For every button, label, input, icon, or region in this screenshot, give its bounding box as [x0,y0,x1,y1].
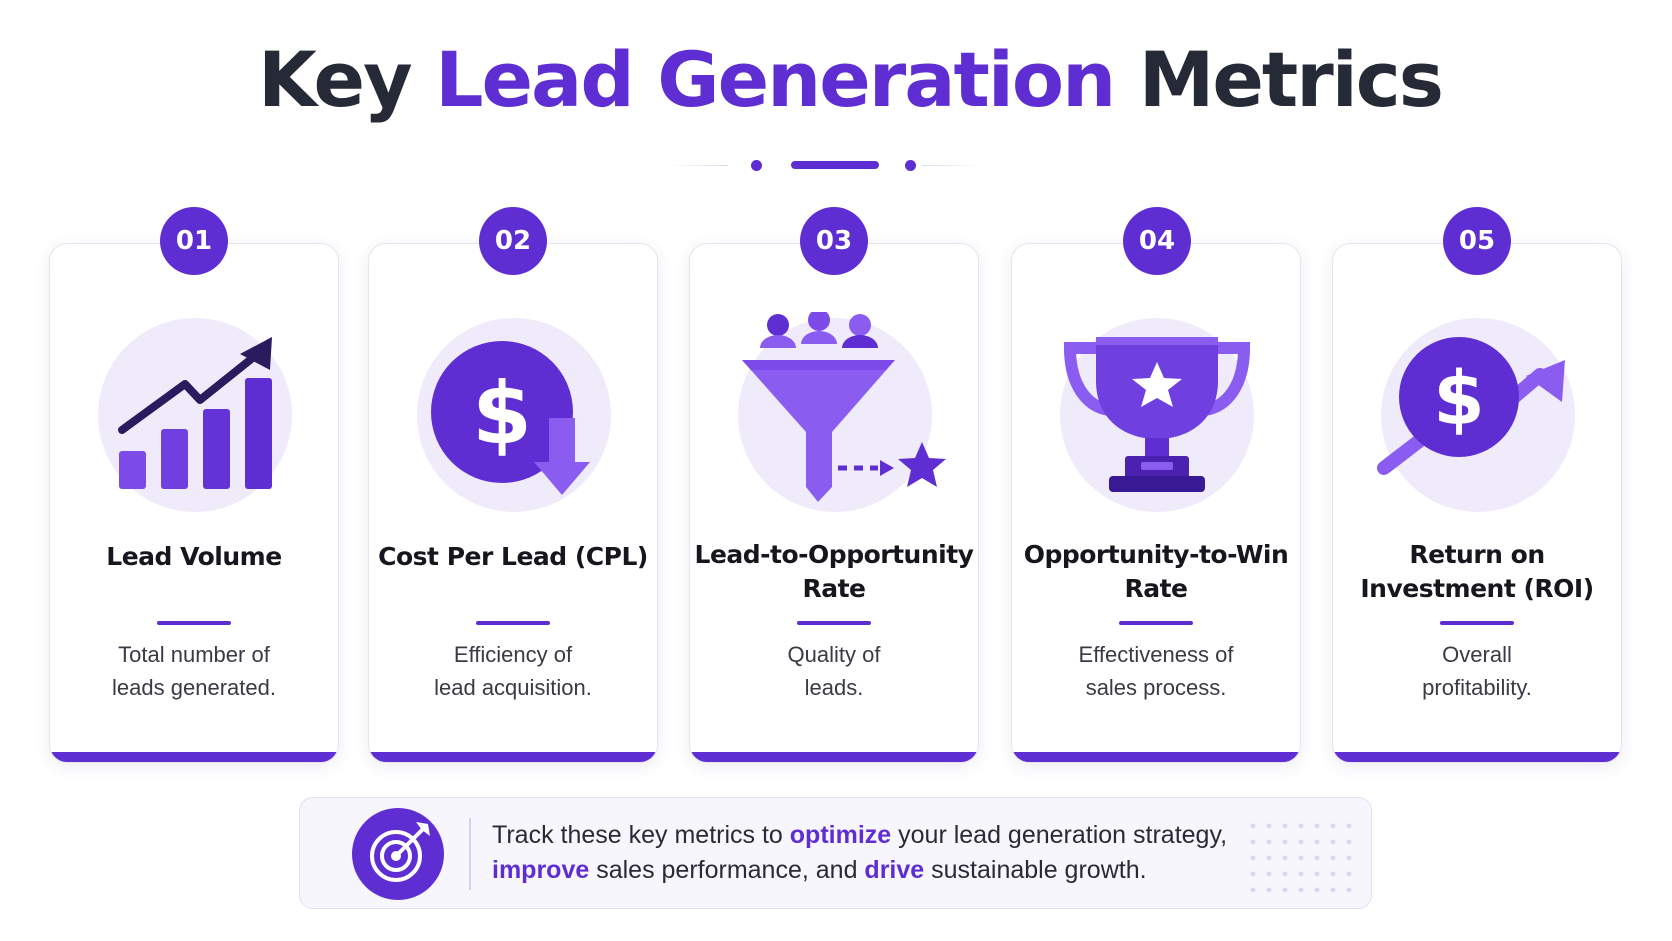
decorative-dot-grid [1250,823,1352,892]
card-footer-bar [50,752,338,762]
title-part-3: Metrics [1114,35,1444,124]
banner-message: Track these key metrics to optimize your… [492,821,1228,884]
metric-description: Quality of leads. [787,642,881,700]
page-title: Key Lead Generation Metrics [0,42,1672,118]
metric-card-lead-to-opportunity: Lead-to-Opportunity Rate Quality of leads. [689,243,979,763]
metric-title: Opportunity-to-Win Rate [1023,540,1289,603]
metric-title: Lead-to-Opportunity Rate [694,540,974,603]
title-highlight: Lead Generation [435,35,1116,124]
metric-title: Lead Volume [106,542,282,571]
card-footer-bar [690,752,978,762]
metric-title: Cost Per Lead (CPL) [378,542,648,571]
metric-number-badge: 03 [800,207,868,275]
metric-number-badge: 02 [479,207,547,275]
dollar-up-trend-icon: $ [1333,312,1621,512]
metric-card-roi: $ Return on Investment (ROI) Overall profi… [1332,243,1622,763]
banner-separator [469,818,471,890]
metric-card-cost-per-lead: $ Cost Per Lead (CPL) Efficiency of lead … [368,243,658,763]
metric-number-badge: 04 [1123,207,1191,275]
card-footer-bar [1012,752,1300,762]
title-underline [476,621,550,625]
title-part-1: Key [257,35,436,124]
svg-text:$: $ [472,364,532,464]
funnel-people-star-icon [690,312,978,512]
title-underline [797,621,871,625]
metric-description: Overall profitability. [1422,642,1532,700]
growth-bar-chart-icon [50,312,338,512]
trophy-star-icon [1012,312,1300,512]
title-divider [0,157,1672,171]
title-underline [1440,621,1514,625]
title-underline [157,621,231,625]
metric-description: Total number of leads generated. [112,642,276,700]
dollar-down-arrow-icon: $ [369,312,657,512]
svg-text:$: $ [1433,356,1485,442]
title-underline [1119,621,1193,625]
metric-card-opportunity-to-win: Opportunity-to-Win Rate Effectiveness of s… [1011,243,1301,763]
divider-dot-right [905,160,916,171]
metric-description: Efficiency of lead acquisition. [434,642,592,700]
target-arrow-icon [352,808,444,900]
card-footer-bar [1333,752,1621,762]
summary-banner: Track these key metrics to optimize your… [299,797,1372,909]
metric-number-badge: 01 [160,207,228,275]
metric-card-lead-volume: Lead Volume Total number of leads generat… [49,243,339,763]
divider-dot-left [751,160,762,171]
metric-number-badge: 05 [1443,207,1511,275]
metric-title: Return on Investment (ROI) [1360,540,1594,603]
card-footer-bar [369,752,657,762]
metric-description: Effectiveness of sales process. [1078,642,1234,700]
divider-bar [791,161,879,169]
